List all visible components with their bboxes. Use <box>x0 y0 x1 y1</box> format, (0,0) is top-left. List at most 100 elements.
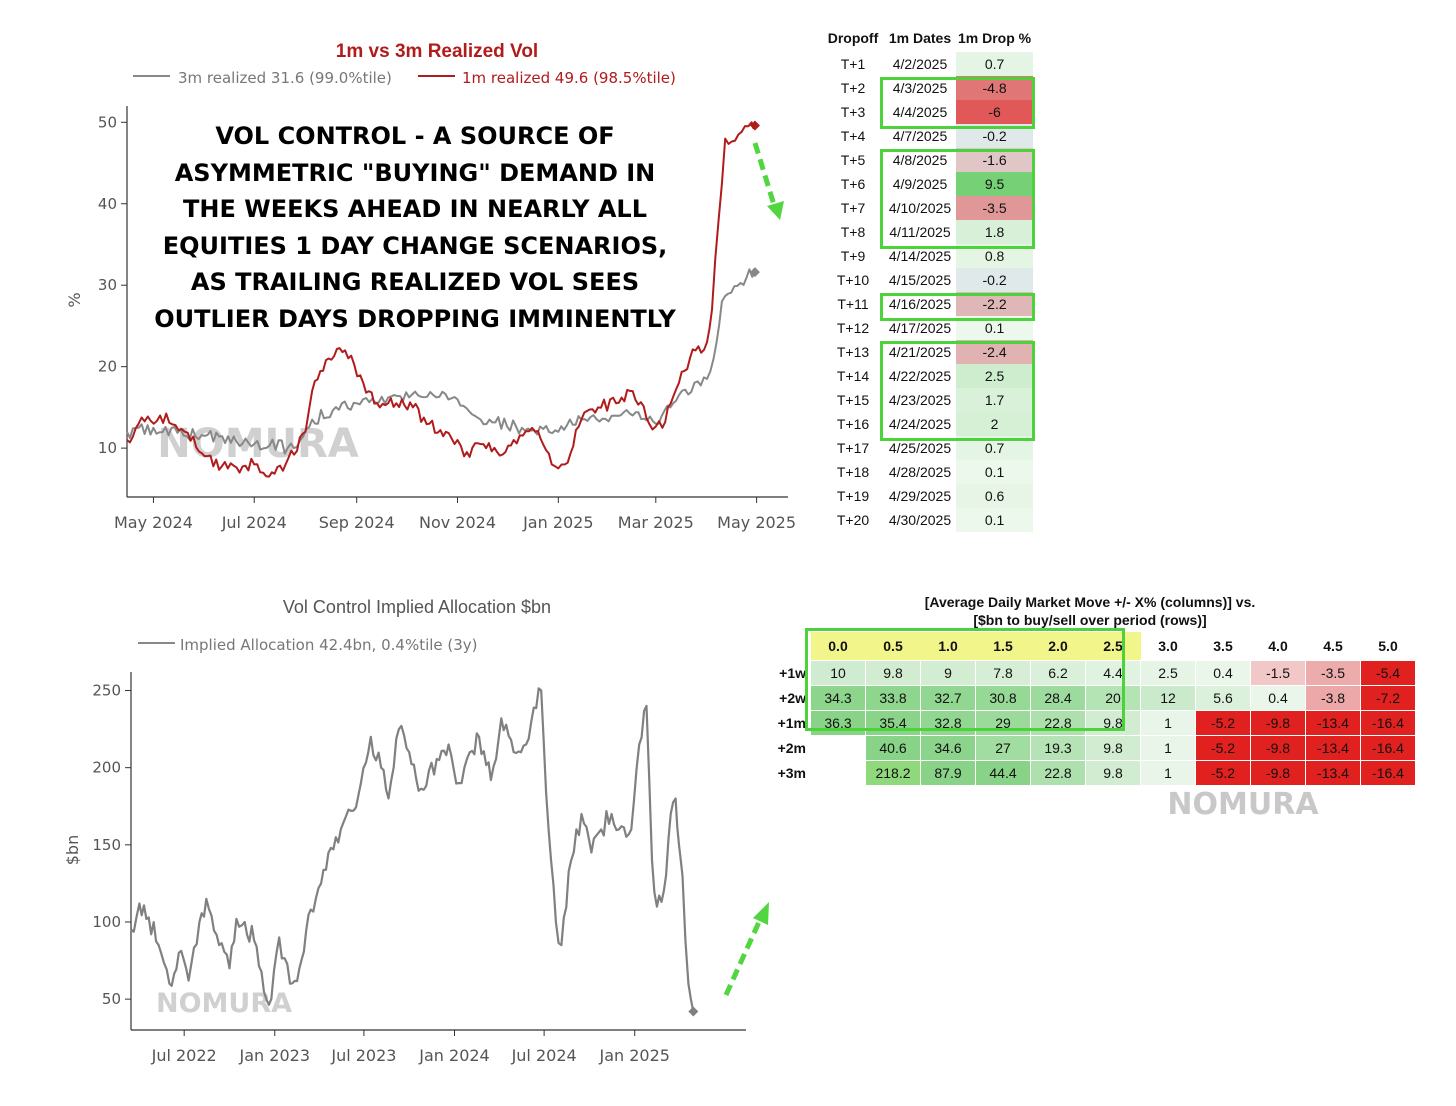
scenario-cell: 87.9 <box>920 760 976 786</box>
dropoff-date: 4/17/2025 <box>884 316 956 340</box>
dropoff-pct: -3.5 <box>956 196 1034 220</box>
dropoff-pct: 0.1 <box>956 460 1034 484</box>
dropoff-row: T+17 4/25/2025 0.7 <box>822 436 1034 460</box>
scenario-cell: -13.4 <box>1305 760 1361 786</box>
dropoff-row: T+8 4/11/2025 1.8 <box>822 220 1034 244</box>
column-header: 5.0 <box>1378 638 1398 654</box>
dropoff-row: T+12 4/17/2025 0.1 <box>822 316 1034 340</box>
corner-cell <box>768 632 811 661</box>
dropoff-row: T+4 4/7/2025 -0.2 <box>822 124 1034 148</box>
scenario-cell: 20 <box>1085 685 1141 711</box>
scenario-cell: 9.8 <box>1085 760 1141 786</box>
dropoff-row: T+13 4/21/2025 -2.4 <box>822 340 1034 364</box>
column-header: 0.0 <box>810 632 866 661</box>
annotation-line: THE WEEKS AHEAD IN NEARLY ALL <box>183 195 647 223</box>
y-tick-label: 250 <box>92 682 121 700</box>
y-tick-label: 50 <box>102 990 121 1008</box>
scenario-cell: -5.2 <box>1195 760 1251 786</box>
annotation-line: ASYMMETRIC "BUYING" DEMAND IN <box>174 158 656 187</box>
scenario-header-row: 0.0 0.5 1.0 1.5 2.0 2.5 3.0 3.5 4.0 4.5 5.0 <box>768 632 1416 661</box>
header-1m-drop: 1m Drop % <box>958 30 1032 46</box>
scenario-table: 0.0 0.5 1.0 1.5 2.0 2.5 3.0 3.5 4.0 4.5 5.0 +1w 10 9… <box>768 632 1416 786</box>
dropoff-row: T+11 4/16/2025 -2.2 <box>822 292 1034 316</box>
scenario-cell: 5.6 <box>1195 685 1251 711</box>
scenario-cell: -9.8 <box>1250 710 1306 736</box>
dropoff-row: T+18 4/28/2025 0.1 <box>822 460 1034 484</box>
row-label: +1w <box>779 665 806 681</box>
header-1m-dates: 1m Dates <box>888 30 952 46</box>
scenario-cell: -5.4 <box>1360 660 1416 686</box>
nomura-watermark-table: NOMURA <box>1167 787 1319 822</box>
dropoff-date: 4/7/2025 <box>884 124 956 148</box>
dropoff-day: T+4 <box>840 128 866 144</box>
y-ticks: 10 20 30 40 50 <box>98 113 127 457</box>
realized-vol-chart-title: 1m vs 3m Realized Vol <box>336 41 538 62</box>
realized-vol-chart: 1m vs 3m Realized Vol 3m realized 31.6 (… <box>65 41 796 532</box>
dropoff-date: 4/11/2025 <box>884 220 956 244</box>
series-end-marker <box>688 1006 699 1017</box>
dropoff-pct: 0.1 <box>956 316 1034 340</box>
x-ticks: Jul 2022 Jan 2023 Jul 2023 Jan 2024 Jul 2024… <box>151 1030 670 1065</box>
scenario-cell: 1 <box>1140 710 1196 736</box>
dropoff-row: T+15 4/23/2025 1.7 <box>822 388 1034 412</box>
downward-arrow-shaft <box>752 142 777 206</box>
scenario-cell: 27 <box>975 735 1031 761</box>
dropoff-pct: 1.8 <box>956 220 1034 244</box>
scenario-row: +2m 40.6 34.6 27 19.3 9.8 1 -5.2 -9.8 -13.4 -16.4 <box>768 735 1416 761</box>
scenario-cell: 34.6 <box>920 735 976 761</box>
dropoff-pct: 0.6 <box>956 484 1034 508</box>
dropoff-date: 4/24/2025 <box>884 412 956 436</box>
scenario-cell: -3.8 <box>1305 685 1361 711</box>
dropoff-pct: -0.2 <box>956 124 1034 148</box>
legend-1m-realized: 1m realized 49.6 (98.5%tile) <box>462 69 676 87</box>
scenario-cell: 1 <box>1140 735 1196 761</box>
series-end-marker <box>749 120 760 131</box>
dropoff-pct: -2.2 <box>956 292 1034 316</box>
implied-allocation-chart-title: Vol Control Implied Allocation $bn <box>283 597 551 617</box>
y-tick-label: 20 <box>98 358 117 376</box>
downward-arrow-head <box>767 201 784 220</box>
dropoff-day: T+14 <box>836 368 870 384</box>
dropoff-day: T+8 <box>840 224 866 240</box>
dropoff-date: 4/22/2025 <box>884 364 956 388</box>
dropoff-day: T+17 <box>836 440 870 456</box>
column-header: 4.5 <box>1323 638 1343 654</box>
scenario-cell: 9.8 <box>865 660 921 686</box>
x-tick-label: Sep 2024 <box>319 513 395 532</box>
y-tick-label: 40 <box>98 195 117 213</box>
scenario-cell: 34.3 <box>810 685 866 711</box>
series-line-implied-allocation <box>130 687 695 1012</box>
x-tick-label: Jul 2022 <box>151 1046 217 1065</box>
scenario-cell: 32.8 <box>920 710 976 736</box>
dropoff-row: T+1 4/2/2025 0.7 <box>822 52 1034 76</box>
column-header: 1.0 <box>920 632 976 661</box>
scenario-cell: 218.2 <box>865 760 921 786</box>
dropoff-date: 4/25/2025 <box>884 436 956 460</box>
scenario-cell: -9.8 <box>1250 735 1306 761</box>
x-tick-label: May 2025 <box>717 513 796 532</box>
dropoff-day: T+9 <box>840 248 866 264</box>
scenario-title-line: [Average Daily Market Move +/- X% (colum… <box>924 594 1256 610</box>
scenario-cell: -7.2 <box>1360 685 1416 711</box>
dropoff-day: T+6 <box>840 176 866 192</box>
header-dropoff: Dropoff <box>827 30 879 46</box>
y-tick-label: 200 <box>92 759 121 777</box>
scenario-cell: 6.2 <box>1030 660 1086 686</box>
dropoff-pct: -0.2 <box>956 268 1034 292</box>
dropoff-row: T+7 4/10/2025 -3.5 <box>822 196 1034 220</box>
dropoff-date: 4/29/2025 <box>884 484 956 508</box>
dropoff-table: Dropoff 1m Dates 1m Drop % T+1 4/2/2025 0.… <box>822 30 1034 532</box>
scenario-cell: 36.3 <box>810 710 866 736</box>
dropoff-date: 4/2/2025 <box>884 52 956 76</box>
scenario-table-title: [Average Daily Market Move +/- X% (colum… <box>880 593 1300 629</box>
scenario-cell: 0.4 <box>1195 660 1251 686</box>
x-tick-label: Jul 2024 <box>511 1046 577 1065</box>
scenario-cell: 9.8 <box>1085 735 1141 761</box>
dropoff-pct: 2 <box>956 412 1034 436</box>
scenario-cell: 7.8 <box>975 660 1031 686</box>
row-label: +3m <box>777 765 806 781</box>
scenario-cell: -16.4 <box>1360 710 1416 736</box>
dropoff-day: T+11 <box>837 296 869 312</box>
x-ticks: May 2024 Jul 2024 Sep 2024 Nov 2024 Jan 2025… <box>114 497 796 532</box>
dropoff-pct: 0.7 <box>956 52 1034 76</box>
